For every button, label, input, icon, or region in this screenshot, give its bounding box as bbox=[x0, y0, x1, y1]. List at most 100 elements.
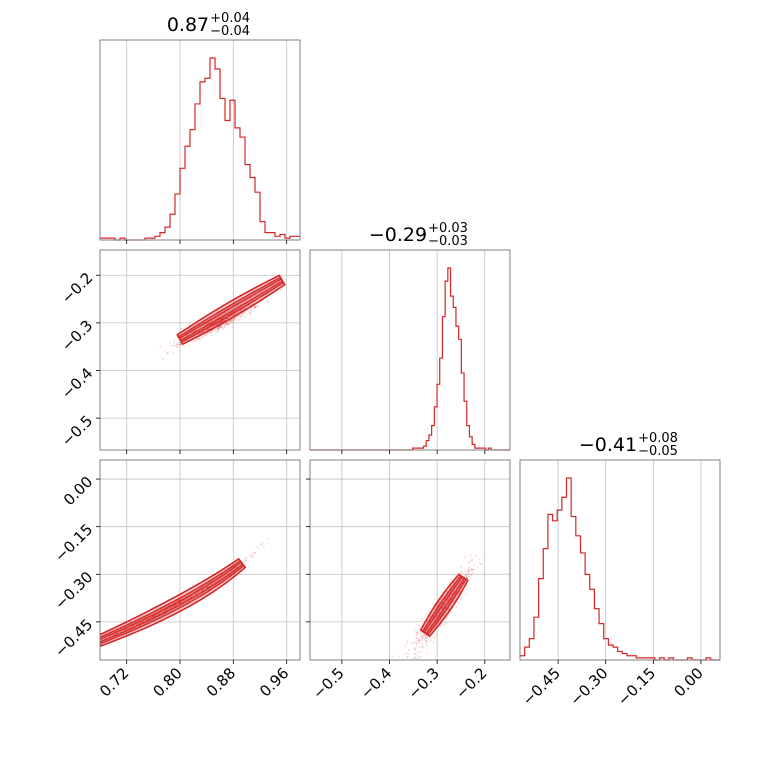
sample-point bbox=[180, 601, 183, 604]
sample-point bbox=[417, 633, 420, 636]
sample-point bbox=[217, 316, 220, 319]
sample-point bbox=[413, 653, 416, 655]
sample-point bbox=[43, 662, 45, 664]
sample-point bbox=[223, 319, 225, 322]
sample-point bbox=[224, 325, 227, 328]
sample-point bbox=[433, 636, 436, 639]
sample-point bbox=[220, 314, 223, 317]
sample-point bbox=[80, 649, 82, 651]
sample-point bbox=[215, 324, 218, 326]
sample-point bbox=[464, 572, 467, 574]
sample-point bbox=[440, 608, 443, 610]
sample-point bbox=[442, 624, 445, 627]
sample-point bbox=[438, 612, 441, 614]
sample-point bbox=[444, 602, 446, 605]
sample-point bbox=[164, 609, 167, 612]
sample-point bbox=[440, 597, 443, 600]
density-panel-2-0 bbox=[15, 537, 269, 673]
sample-point bbox=[470, 568, 473, 571]
sample-point bbox=[158, 613, 161, 615]
sample-point bbox=[226, 323, 229, 326]
sample-point bbox=[216, 323, 219, 325]
sample-point bbox=[93, 641, 95, 643]
sample-point bbox=[415, 634, 418, 637]
sample-point bbox=[216, 331, 219, 333]
sample-point bbox=[426, 644, 429, 647]
sample-point bbox=[424, 636, 427, 639]
sample-point bbox=[424, 637, 427, 639]
sample-point bbox=[220, 326, 223, 329]
sample-point bbox=[435, 634, 438, 636]
sample-point bbox=[437, 612, 440, 615]
sample-point bbox=[125, 628, 127, 631]
sample-point bbox=[406, 655, 409, 658]
sample-point bbox=[151, 615, 154, 618]
sample-point bbox=[243, 307, 246, 310]
sample-point bbox=[197, 338, 199, 340]
sample-point bbox=[83, 648, 85, 650]
sample-point bbox=[433, 618, 436, 621]
sample-point bbox=[15, 671, 17, 673]
title-median-2: −0.41 bbox=[579, 434, 637, 456]
sample-point bbox=[253, 307, 256, 309]
sample-point bbox=[151, 615, 154, 618]
sample-point bbox=[175, 343, 178, 346]
sample-point bbox=[245, 306, 248, 309]
sample-point bbox=[94, 639, 96, 641]
sample-point bbox=[239, 315, 242, 317]
title-plus-2: +0.08 bbox=[638, 431, 678, 446]
sample-point bbox=[210, 583, 213, 586]
sample-point bbox=[441, 607, 443, 610]
sample-point bbox=[185, 598, 188, 601]
sample-point bbox=[134, 623, 137, 626]
sample-point bbox=[206, 586, 209, 589]
sample-point bbox=[162, 358, 165, 361]
sample-point bbox=[154, 614, 157, 616]
sample-point bbox=[218, 322, 220, 325]
sample-point bbox=[464, 569, 466, 572]
sample-point bbox=[476, 565, 479, 568]
sample-point bbox=[216, 323, 219, 325]
sample-point bbox=[202, 324, 205, 327]
sample-point bbox=[405, 669, 407, 671]
sample-point bbox=[172, 344, 175, 347]
sample-point bbox=[172, 605, 175, 608]
panel-frame-2-0 bbox=[99, 459, 301, 661]
sample-point bbox=[256, 304, 259, 307]
sample-point bbox=[419, 639, 422, 642]
title-plus-1: +0.03 bbox=[428, 221, 468, 236]
sample-point bbox=[180, 343, 182, 346]
sample-point bbox=[467, 570, 470, 573]
sample-point bbox=[155, 614, 158, 617]
sample-point bbox=[181, 601, 184, 603]
sample-point bbox=[116, 632, 119, 634]
sample-point bbox=[21, 670, 23, 672]
sample-point bbox=[266, 300, 268, 303]
sample-point bbox=[98, 638, 100, 640]
sample-point bbox=[140, 621, 143, 623]
sample-point bbox=[236, 311, 239, 314]
sample-point bbox=[224, 318, 227, 321]
sample-point bbox=[152, 615, 155, 618]
y-tick-label-1-2: −0.3 bbox=[58, 316, 96, 354]
sample-point bbox=[215, 330, 218, 332]
sample-point bbox=[233, 318, 236, 321]
sample-point bbox=[468, 566, 471, 568]
sample-point bbox=[155, 613, 158, 616]
sample-point bbox=[227, 322, 230, 325]
sample-point bbox=[178, 341, 181, 344]
sample-point bbox=[208, 331, 211, 333]
sample-point bbox=[55, 656, 57, 658]
sample-point bbox=[89, 641, 91, 643]
sample-point bbox=[199, 338, 202, 340]
sample-point bbox=[179, 601, 182, 604]
title-minus-2: −0.05 bbox=[638, 444, 678, 459]
sample-point bbox=[138, 622, 140, 625]
sample-point bbox=[441, 606, 444, 609]
sample-point bbox=[201, 589, 204, 591]
sample-point bbox=[228, 322, 231, 325]
panel-frame-2-2 bbox=[519, 459, 721, 661]
sample-point bbox=[478, 561, 481, 564]
sample-point bbox=[442, 590, 445, 592]
